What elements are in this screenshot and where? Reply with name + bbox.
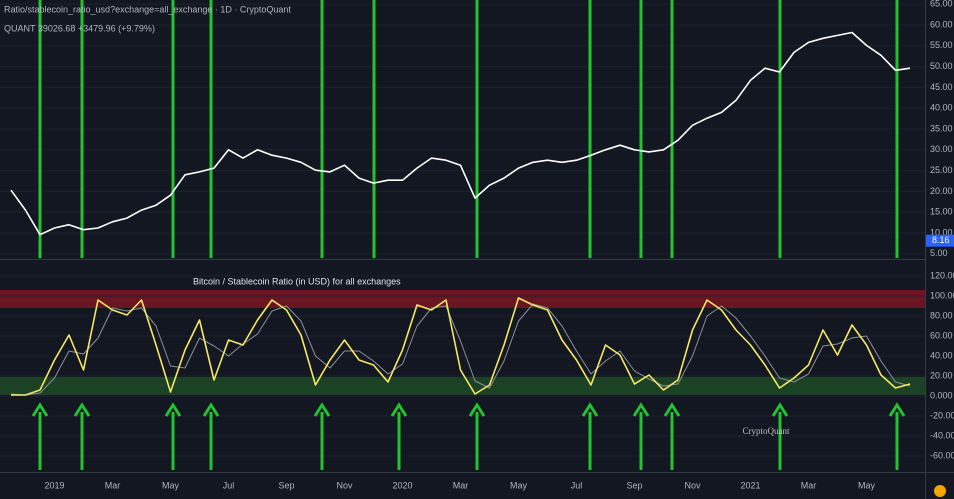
series-line [10, 303, 911, 396]
header-values: QUANT 39026.68 +3479.96 (+9.79%) [4, 23, 155, 33]
panel-title: Bitcoin / Stablecoin Ratio (in USD) for … [193, 276, 401, 286]
last-value-label: 8.16 [932, 235, 950, 245]
y-tick-label: -20.00 [930, 410, 954, 420]
logo-icon [934, 485, 946, 497]
signal-arrow-head [313, 402, 331, 417]
y-tick-label: 20.00 [930, 186, 953, 196]
x-tick-label: Mar [801, 480, 817, 490]
x-tick-label: May [510, 480, 528, 490]
x-tick-label: 2020 [392, 480, 412, 490]
x-tick-label: Mar [105, 480, 121, 490]
last-value-badge [926, 234, 954, 247]
y-tick-label: 100.00 [930, 290, 954, 300]
y-tick-label: 45.00 [930, 82, 953, 92]
grid [0, 3, 925, 457]
signal-arrow-head [581, 402, 599, 417]
signal-arrow-head [73, 402, 91, 417]
y-tick-label: 30.00 [930, 144, 953, 154]
y-tick-label: 15.00 [930, 207, 953, 217]
y-tick-label: 60.00 [930, 330, 953, 340]
signal-arrows [31, 402, 906, 470]
signal-arrow-head [390, 402, 408, 417]
x-tick-label: May [858, 480, 876, 490]
y-tick-label: 55.00 [930, 40, 953, 50]
y-tick-label: 10.00 [930, 227, 953, 237]
x-tick-label: 2021 [740, 480, 760, 490]
y-tick-label: 60.00 [930, 19, 953, 29]
series-line [11, 297, 911, 396]
y-tick-label: 50.00 [930, 61, 953, 71]
y-tick-label: 40.00 [930, 350, 953, 360]
y-tick-label: -60.00 [930, 450, 954, 460]
y-tick-label: 25.00 [930, 165, 953, 175]
y-tick-label: 65.00 [930, 0, 953, 9]
y-tick-label: 5.00 [930, 248, 948, 258]
x-tick-label: Sep [278, 480, 294, 490]
signal-arrow-head [164, 402, 182, 417]
header-title: Ratio/stablecoin_ratio_usd?exchange=all_… [4, 4, 291, 14]
x-tick-label: May [162, 480, 180, 490]
signal-arrow-head [632, 402, 650, 417]
signal-arrow-head [771, 402, 789, 417]
signal-arrow-head [202, 402, 220, 417]
signal-arrow-head [888, 402, 906, 417]
signal-arrow-head [31, 402, 49, 417]
x-tick-label: Sep [626, 480, 642, 490]
x-tick-label: Jul [571, 480, 583, 490]
series-line [10, 31, 911, 236]
watermark: CryptoQuant [743, 426, 790, 436]
y-tick-label: -40.00 [930, 430, 954, 440]
x-tick-label: Nov [684, 480, 701, 490]
x-tick-label: Nov [336, 480, 353, 490]
x-tick-label: Mar [453, 480, 469, 490]
bands [0, 290, 925, 395]
y-tick-label: 20.00 [930, 370, 953, 380]
y-tick-label: 0.000 [930, 390, 953, 400]
band [0, 290, 925, 308]
band [0, 377, 925, 395]
signal-lines [38, 0, 899, 258]
y-tick-label: 40.00 [930, 103, 953, 113]
y-tick-label: 120.00 [930, 270, 954, 280]
y-tick-label: 35.00 [930, 123, 953, 133]
signal-arrow-head [468, 402, 486, 417]
x-tick-label: Jul [223, 480, 235, 490]
x-tick-label: 2019 [44, 480, 64, 490]
signal-arrow-head [663, 402, 681, 417]
y-tick-label: 80.00 [930, 310, 953, 320]
